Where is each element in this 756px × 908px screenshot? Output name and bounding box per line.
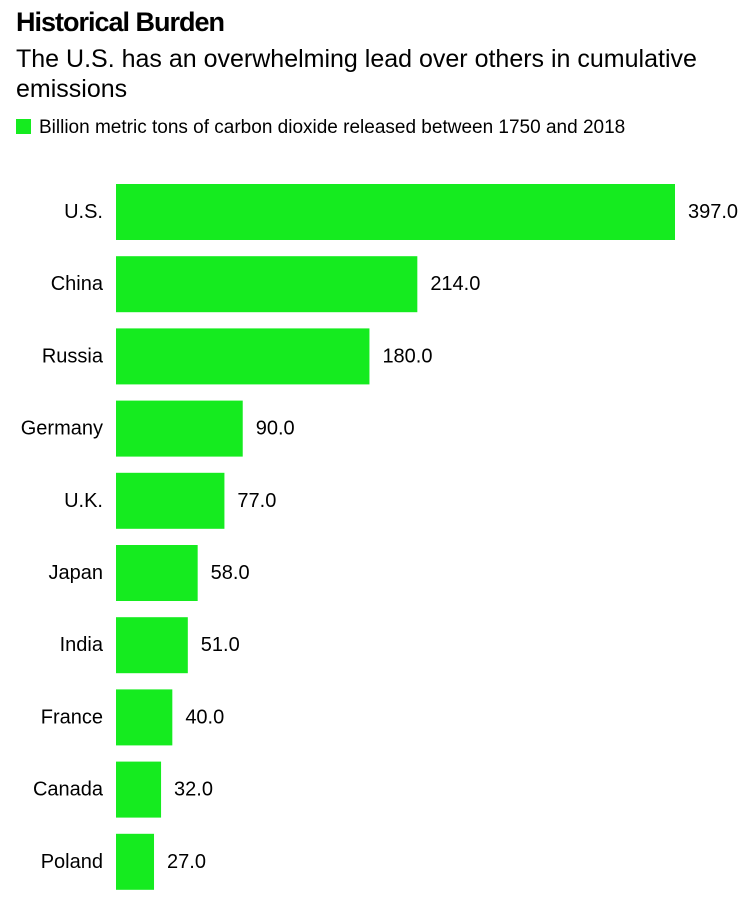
value-label-china: 214.0 [430,273,480,295]
category-label-russia: Russia [42,345,104,367]
value-label-u-s: 397.0 [688,201,738,223]
category-label-germany: Germany [21,418,103,440]
value-label-canada: 32.0 [174,779,213,801]
bar-china [116,256,418,313]
value-label-germany: 90.0 [256,418,295,440]
chart-subtitle: The U.S. has an overwhelming lead over o… [16,45,697,103]
bar-germany [116,400,243,457]
bar-poland [116,833,155,890]
bar-u-s [116,184,675,240]
bar-russia [116,328,370,385]
category-label-india: India [60,634,104,656]
legend: Billion metric tons of carbon dioxide re… [16,115,736,141]
legend-label: Billion metric tons of carbon dioxide re… [39,117,626,138]
category-label-canada: Canada [33,779,104,801]
category-label-poland: Poland [41,851,103,873]
value-label-india: 51.0 [201,634,240,656]
category-label-u-k: U.K. [64,490,103,512]
bar-japan [116,545,198,601]
value-label-russia: 180.0 [382,345,432,367]
bar-canada [116,761,162,818]
value-label-france: 40.0 [185,706,224,728]
category-label-china: China [51,273,104,295]
chart-title: Historical Burden [16,7,225,37]
category-label-france: France [41,706,103,728]
bar-france [116,689,173,746]
value-label-u-k: 77.0 [237,490,276,512]
value-label-japan: 58.0 [211,562,250,584]
category-label-u-s: U.S. [64,201,103,223]
bar-india [116,617,188,674]
category-label-japan: Japan [49,562,104,584]
bar-u-k [116,472,225,529]
value-label-poland: 27.0 [167,851,206,873]
legend-swatch [16,119,31,134]
